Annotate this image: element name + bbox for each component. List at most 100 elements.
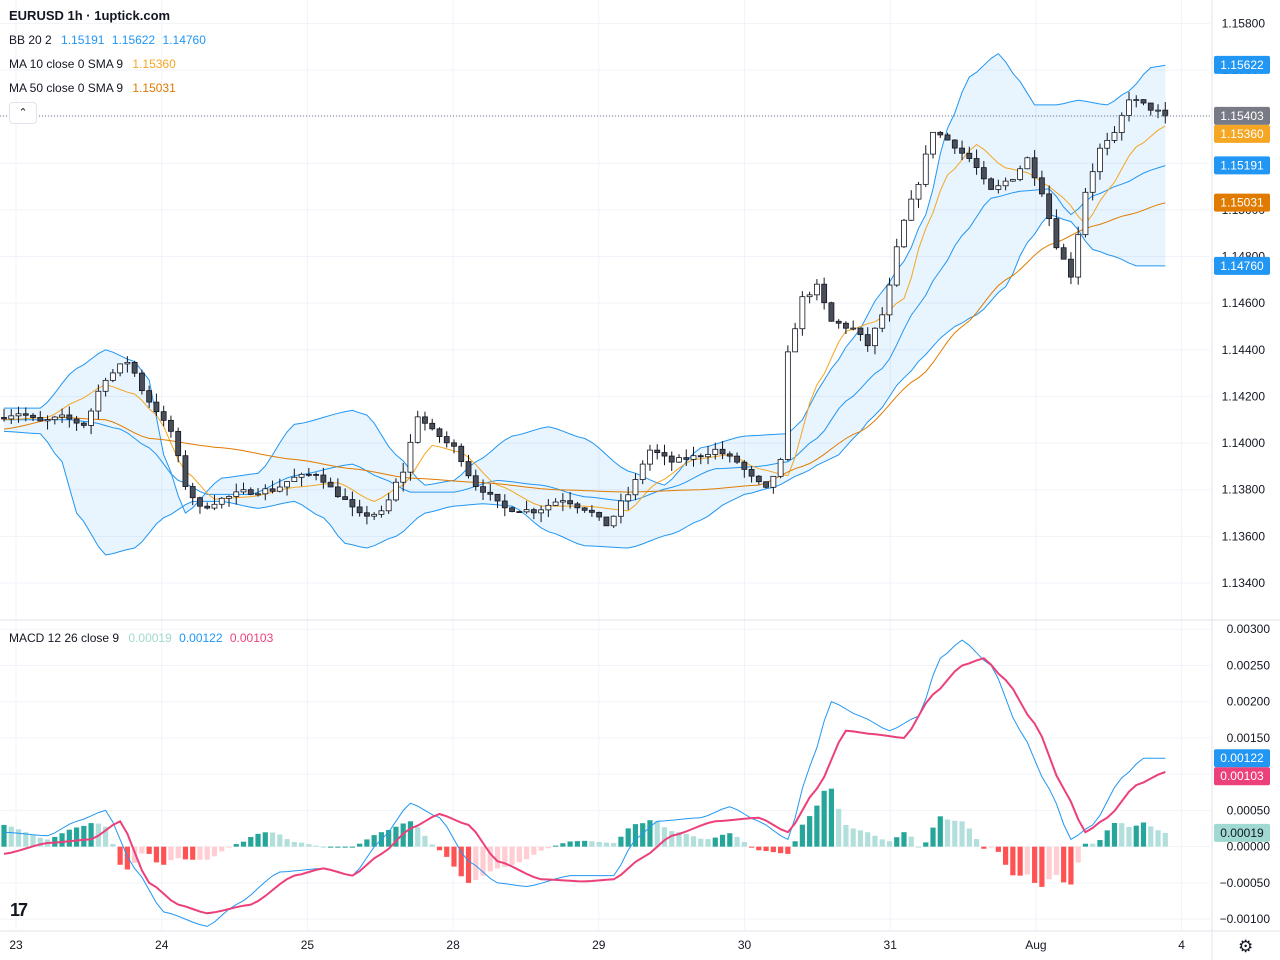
macd-hist-bar bbox=[211, 846, 218, 857]
macd-hist-bar bbox=[1140, 822, 1147, 847]
macd-hist-bar bbox=[1017, 846, 1023, 876]
macd-hist-bar bbox=[770, 846, 776, 853]
candle-body bbox=[102, 379, 109, 392]
price-tick-label: 1.14400 bbox=[1222, 343, 1266, 357]
candle-body bbox=[414, 416, 421, 443]
candle-body bbox=[574, 503, 581, 509]
bb-legend-label: BB 20 2 bbox=[9, 33, 52, 47]
macd-tick-label: 0.00000 bbox=[1227, 840, 1271, 854]
macd-hist-bar bbox=[690, 836, 697, 847]
bb-legend[interactable]: BB 20 2 1.15191 1.15622 1.14760 bbox=[9, 33, 210, 47]
macd-hist-bar bbox=[233, 844, 239, 847]
candle-body bbox=[255, 493, 261, 496]
price-badge bbox=[1214, 156, 1270, 175]
macd-hist-bar bbox=[596, 841, 602, 847]
ma10-legend[interactable]: MA 10 close 0 SMA 9 1.15360 bbox=[9, 57, 180, 71]
macd-hist-bar bbox=[168, 846, 174, 861]
candle-body bbox=[857, 327, 864, 336]
macd-hist-bar bbox=[248, 836, 254, 847]
candle-body bbox=[988, 178, 994, 190]
time-tick-label: 4 bbox=[1178, 938, 1185, 952]
macd-hist-bar bbox=[908, 836, 914, 847]
macd-hist-bar bbox=[683, 833, 689, 847]
candle-body bbox=[966, 152, 973, 159]
macd-hist-bar bbox=[473, 846, 479, 880]
candle-body bbox=[828, 302, 835, 322]
candle-body bbox=[153, 401, 160, 413]
macd-hist-bar bbox=[553, 845, 559, 847]
macd-hist-bar bbox=[850, 828, 856, 847]
macd-hist-bar bbox=[915, 846, 922, 848]
macd-hist-bar bbox=[727, 833, 733, 847]
candle-body bbox=[436, 428, 443, 437]
macd-hist-bar bbox=[262, 832, 268, 847]
macd-hist-bar bbox=[240, 841, 247, 847]
time-tick-label: 31 bbox=[884, 938, 898, 952]
candle-body bbox=[661, 452, 668, 457]
macd-legend[interactable]: MACD 12 26 close 9 0.00019 0.00122 0.001… bbox=[9, 631, 277, 645]
macd-hist-bar bbox=[973, 839, 980, 847]
macd-signal-value: 0.00103 bbox=[229, 631, 274, 645]
candle-body bbox=[363, 512, 370, 517]
tradingview-logo-icon[interactable]: 17 bbox=[10, 900, 28, 920]
candle-body bbox=[712, 448, 719, 455]
candle-body bbox=[1002, 180, 1009, 187]
ma50-legend-label: MA 50 close 0 SMA 9 bbox=[9, 81, 124, 95]
price-badge-text: 1.15360 bbox=[1220, 127, 1264, 141]
macd-histogram bbox=[1, 788, 1168, 887]
price-tick-label: 1.15800 bbox=[1222, 16, 1266, 30]
macd-hist-bar bbox=[23, 832, 29, 847]
macd-hist-bar bbox=[937, 816, 943, 847]
candle-body bbox=[1068, 258, 1074, 278]
candle-body bbox=[603, 516, 610, 527]
chart-title: EURUSD 1h · 1uptick.com bbox=[9, 8, 171, 23]
macd-hist-bar bbox=[1155, 830, 1161, 847]
macd-hist-bar bbox=[836, 808, 842, 847]
candle-body bbox=[668, 455, 675, 463]
macd-badge bbox=[1214, 767, 1270, 786]
macd-hist-bar bbox=[1075, 846, 1081, 863]
candle-body bbox=[959, 147, 965, 154]
candle-body bbox=[530, 509, 537, 514]
candle-body bbox=[1133, 99, 1140, 102]
candle-body bbox=[915, 183, 922, 200]
candle-body bbox=[494, 493, 501, 502]
macd-hist-bar bbox=[226, 846, 232, 848]
macd-tick-label: −0.00050 bbox=[1220, 876, 1271, 890]
candle-body bbox=[632, 479, 639, 496]
gear-icon[interactable]: ⚙ bbox=[1238, 937, 1254, 956]
candle-body bbox=[792, 328, 799, 353]
candle-body bbox=[705, 454, 711, 458]
macd-hist-bar bbox=[640, 823, 646, 847]
macd-hist-bar bbox=[988, 846, 994, 848]
candle-body bbox=[879, 314, 886, 329]
macd-hist-bar bbox=[1032, 846, 1038, 883]
ma10-value: 1.15360 bbox=[132, 57, 176, 71]
candle-body bbox=[1155, 109, 1161, 112]
candle-body bbox=[407, 441, 414, 473]
macd-hist-bar bbox=[1148, 826, 1154, 847]
candle-body bbox=[567, 500, 574, 505]
candle-body bbox=[262, 488, 269, 495]
candle-body bbox=[66, 414, 73, 420]
ma10-line bbox=[3, 125, 1166, 512]
macd-tick-label: 0.00050 bbox=[1227, 803, 1271, 817]
price-tick-label: 1.13400 bbox=[1222, 576, 1266, 590]
macd-hist-bar bbox=[124, 846, 130, 870]
macd-hist-bar bbox=[1133, 825, 1139, 847]
macd-hist-bar bbox=[30, 835, 36, 847]
macd-hist-bar bbox=[175, 846, 181, 859]
candle-body bbox=[313, 474, 319, 476]
candle-body bbox=[22, 413, 29, 416]
macd-hist-bar bbox=[59, 833, 65, 847]
ma50-legend[interactable]: MA 50 close 0 SMA 9 1.15031 bbox=[9, 81, 180, 95]
candle-body bbox=[799, 296, 806, 330]
macd-badge bbox=[1214, 823, 1270, 842]
candle-body bbox=[139, 372, 145, 392]
bb-basis-value: 1.15191 bbox=[61, 33, 105, 47]
collapse-legend-button[interactable]: ⌃ bbox=[9, 102, 37, 124]
time-tick-label: 29 bbox=[592, 938, 606, 952]
macd-hist-bar bbox=[647, 820, 653, 847]
macd-hist-bar bbox=[930, 827, 936, 847]
